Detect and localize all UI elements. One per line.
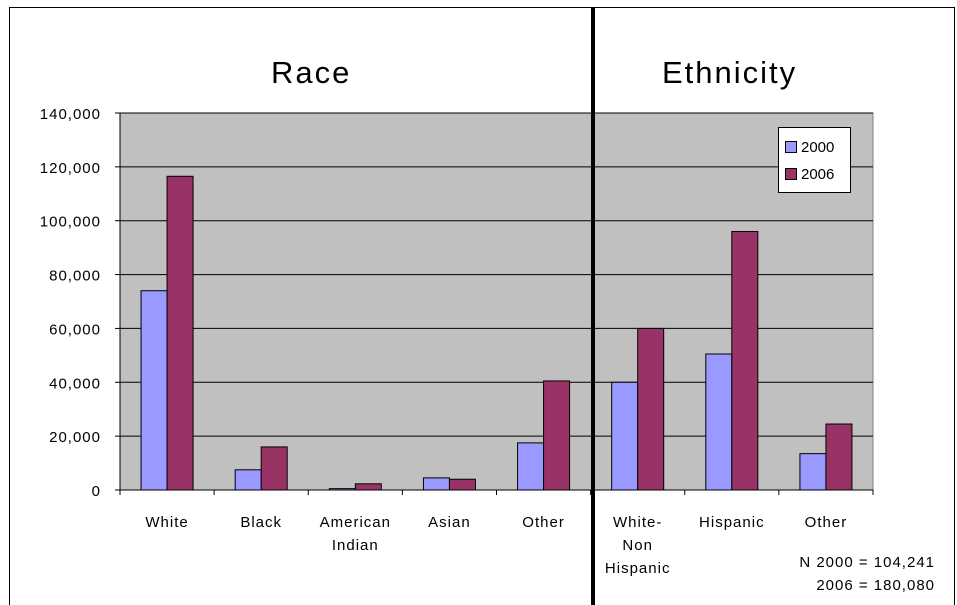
bar-2000 [517, 442, 545, 491]
bar-2006 [825, 423, 853, 491]
bar-2000 [328, 488, 356, 491]
x-category-label: Hispanic [605, 560, 671, 577]
x-category-label: White [145, 514, 188, 531]
legend-swatch-2006 [785, 168, 797, 180]
race-heading: Race [271, 55, 352, 90]
bar-2006 [354, 483, 382, 491]
y-tick-label: 140,000 [40, 106, 101, 123]
x-category-label: White- [613, 514, 662, 531]
legend-item-2006: 2006 [785, 164, 834, 184]
ethnicity-heading: Ethnicity [662, 55, 798, 90]
x-category-label: Hispanic [699, 514, 765, 531]
legend-label-2006: 2006 [801, 165, 835, 183]
bar-2006 [637, 327, 665, 491]
bar-2006 [731, 230, 759, 491]
y-tick-label: 0 [92, 483, 101, 500]
y-tick-label: 120,000 [40, 160, 101, 177]
sample-size-note-2006: 2006 = 180,080 [816, 577, 935, 594]
legend-label-2000: 2000 [801, 138, 835, 156]
y-tick-label: 100,000 [40, 214, 101, 231]
section-divider [591, 7, 595, 605]
x-category-label: Other [522, 514, 565, 531]
x-category-label: Asian [428, 514, 471, 531]
bar-2000 [422, 477, 450, 491]
legend-item-2000: 2000 [785, 137, 834, 157]
x-category-label: Black [240, 514, 282, 531]
legend-swatch-2000 [785, 141, 797, 153]
y-tick-label: 80,000 [49, 268, 101, 285]
bar-2000 [140, 290, 168, 491]
bar-2006 [543, 380, 571, 491]
bar-2000 [611, 381, 639, 491]
bar-2000 [705, 353, 733, 491]
x-category-label: American [320, 514, 391, 531]
y-tick-label: 60,000 [49, 321, 101, 338]
sample-size-note-2000: N 2000 = 104,241 [799, 554, 935, 571]
y-tick-label: 40,000 [49, 375, 101, 392]
x-category-label: Other [805, 514, 848, 531]
x-category-label: Non [622, 537, 653, 554]
chart-legend: 2000 2006 [778, 127, 851, 193]
bar-2006 [166, 175, 194, 491]
plot-area [119, 112, 874, 491]
bar-2006 [448, 478, 476, 491]
bar-2000 [799, 453, 827, 491]
bar-2006 [260, 446, 288, 491]
y-tick-label: 20,000 [49, 429, 101, 446]
bar-2000 [234, 469, 262, 491]
x-category-label: Indian [332, 537, 379, 554]
